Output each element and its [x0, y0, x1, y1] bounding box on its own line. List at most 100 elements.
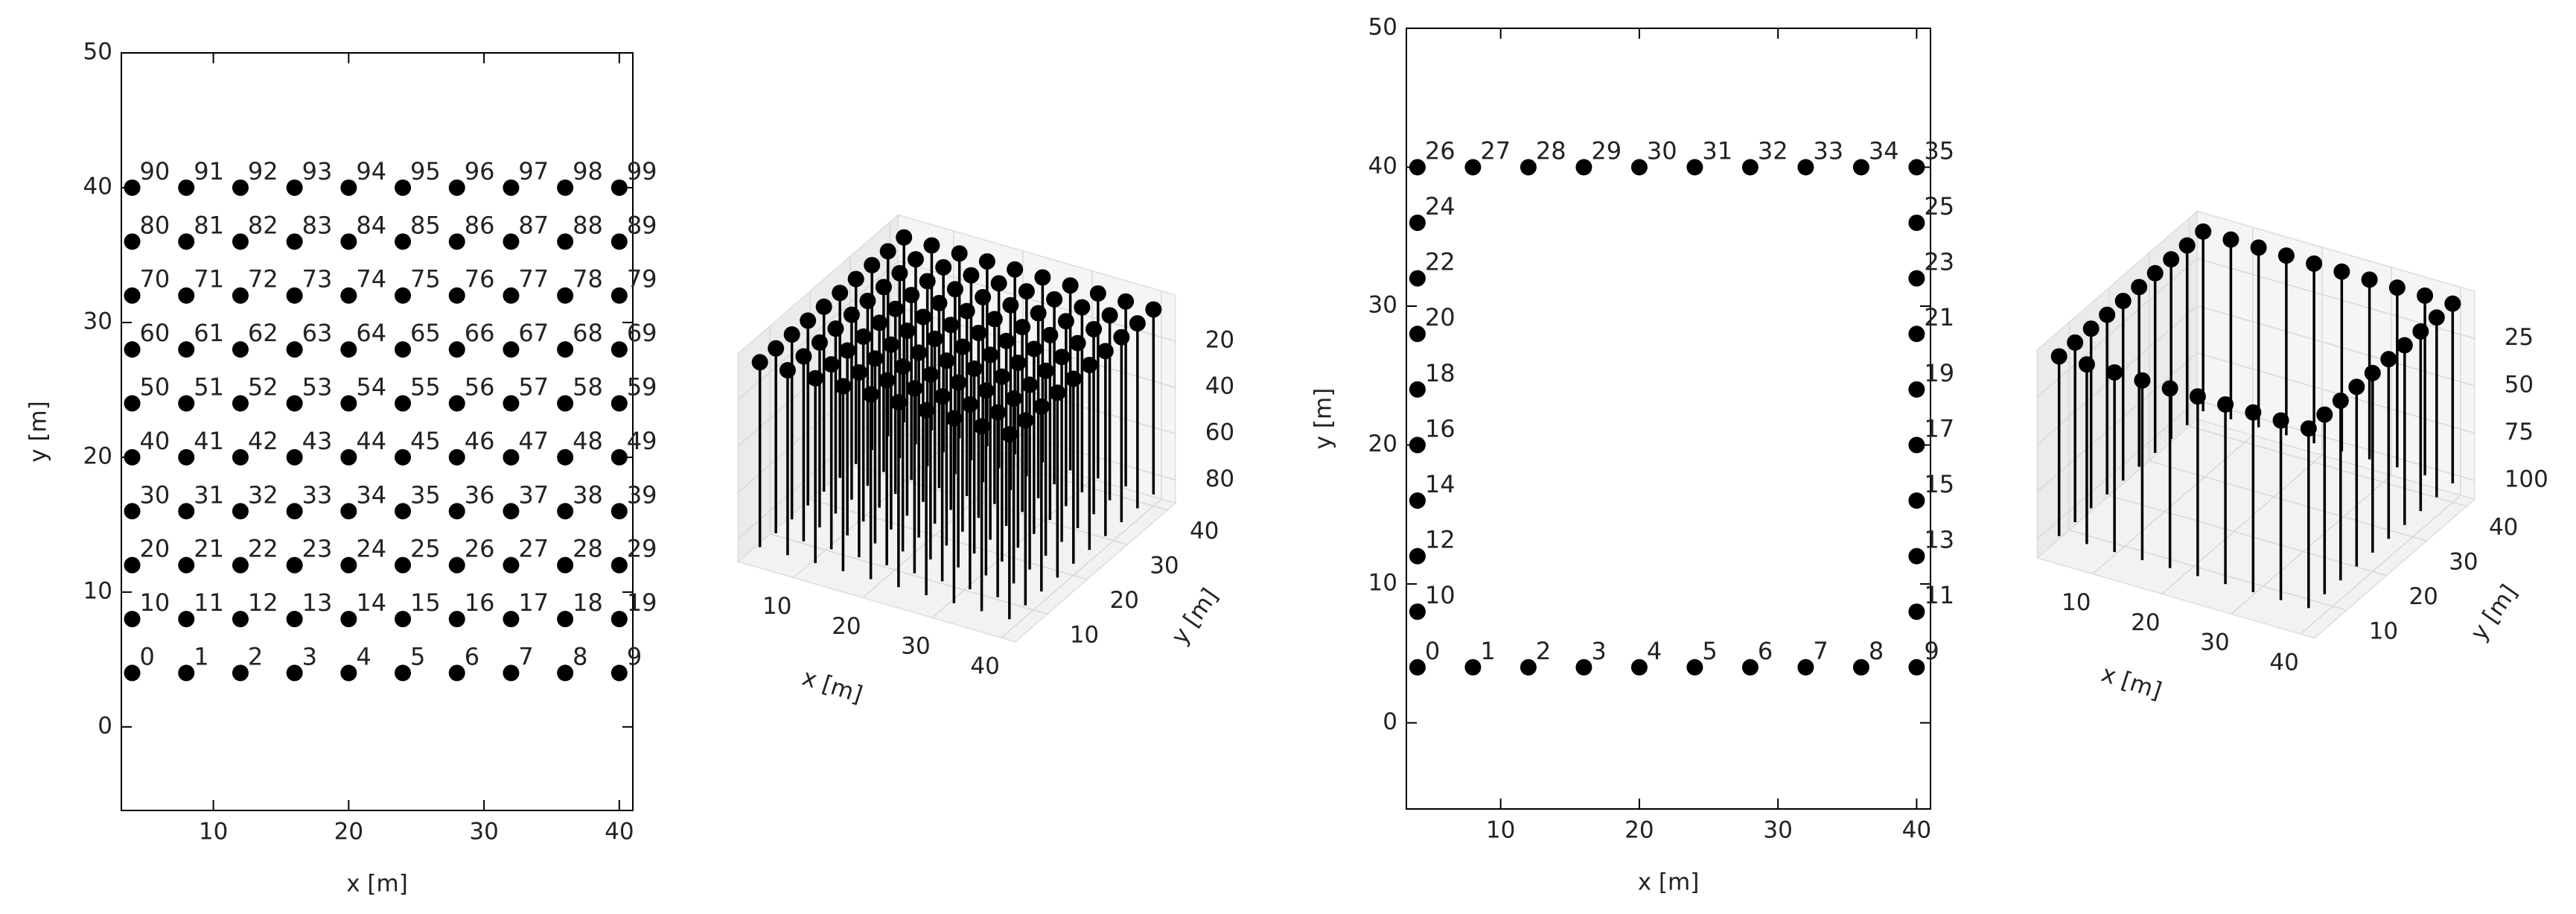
point	[503, 611, 520, 628]
point	[395, 395, 412, 412]
z-tick-label: 60	[1205, 419, 1234, 446]
point-label: 86	[465, 211, 495, 239]
point-label: 68	[573, 319, 603, 347]
point	[448, 503, 465, 520]
point-label: 43	[302, 427, 333, 455]
point	[340, 448, 357, 466]
point	[2348, 378, 2365, 396]
point	[887, 300, 904, 317]
point	[923, 237, 940, 254]
point	[395, 287, 412, 304]
point	[946, 410, 963, 427]
point-label: 90	[140, 157, 170, 185]
point	[1520, 159, 1537, 176]
point-label: 13	[302, 588, 333, 617]
point	[1037, 362, 1054, 379]
point	[503, 556, 520, 574]
point	[891, 264, 908, 282]
point-label: 32	[1758, 136, 1788, 165]
point-label: 30	[1647, 136, 1677, 165]
point	[1145, 301, 1162, 318]
point-label: 38	[573, 480, 603, 509]
point	[1034, 269, 1051, 286]
point-label: 31	[1702, 136, 1732, 165]
point	[340, 179, 357, 196]
point-label: 45	[410, 427, 441, 455]
point-label: 29	[1591, 136, 1622, 165]
point	[1062, 277, 1079, 294]
point	[2163, 251, 2180, 268]
point	[918, 402, 935, 419]
point	[1021, 376, 1039, 393]
x-tick-label: 40	[605, 819, 634, 845]
z-tick-label: 40	[1205, 373, 1234, 400]
point	[557, 664, 574, 682]
point	[1575, 658, 1593, 676]
point	[395, 611, 412, 628]
point	[503, 664, 520, 682]
point-label: 8	[1869, 637, 1884, 665]
point-label: 79	[627, 265, 657, 293]
point-label: 34	[1869, 136, 1899, 165]
point	[2272, 412, 2289, 429]
x-tick-label: 10	[1486, 817, 1515, 844]
point-label: 91	[194, 157, 224, 185]
point	[811, 334, 828, 351]
grid-line	[2161, 454, 2323, 594]
point-label: 4	[1647, 637, 1662, 665]
point	[1005, 390, 1022, 407]
point-label: 17	[1924, 414, 1954, 442]
point	[2428, 309, 2445, 326]
point	[926, 330, 943, 347]
point	[178, 287, 195, 304]
point-label: 88	[573, 211, 603, 239]
point-label: 16	[465, 588, 495, 617]
point	[286, 503, 303, 520]
point-label: 9	[627, 642, 642, 670]
point	[982, 346, 999, 364]
point	[340, 503, 357, 520]
point	[1686, 159, 1703, 176]
point	[1001, 426, 1018, 443]
point	[178, 503, 195, 520]
point	[935, 258, 952, 276]
point-label: 12	[248, 588, 278, 617]
point	[1630, 658, 1648, 676]
y-tick-label: 20	[1109, 587, 1138, 614]
point	[395, 503, 412, 520]
point	[871, 314, 888, 331]
x-tick-label: 10	[199, 819, 228, 845]
point	[1409, 159, 1426, 176]
point	[286, 448, 303, 466]
point	[1409, 492, 1426, 510]
point	[448, 287, 465, 304]
point-label: 28	[1536, 136, 1566, 165]
grid-line	[2300, 495, 2461, 635]
point-label: 72	[248, 265, 278, 293]
point-label: 15	[410, 588, 441, 617]
point	[934, 388, 951, 405]
point-label: 29	[627, 535, 657, 563]
point	[839, 342, 856, 359]
point	[1042, 326, 1059, 343]
y-tick-label: 10	[1070, 622, 1099, 649]
point-label: 3	[302, 642, 317, 670]
point	[2388, 279, 2406, 296]
point-label: 11	[194, 588, 224, 617]
y-tick-label: 40	[2489, 514, 2518, 541]
point	[815, 298, 832, 315]
point	[448, 233, 465, 250]
point	[896, 229, 913, 246]
point-label: 0	[140, 642, 155, 670]
point	[2380, 351, 2397, 368]
grid-line	[2149, 460, 2427, 542]
grid-line	[2197, 352, 2475, 434]
point-label: 42	[248, 427, 278, 455]
point	[862, 386, 879, 403]
point	[178, 395, 195, 412]
point-label: 14	[356, 588, 386, 617]
point	[340, 664, 357, 682]
point	[1074, 299, 1091, 316]
point	[2217, 396, 2234, 413]
point	[395, 341, 412, 358]
